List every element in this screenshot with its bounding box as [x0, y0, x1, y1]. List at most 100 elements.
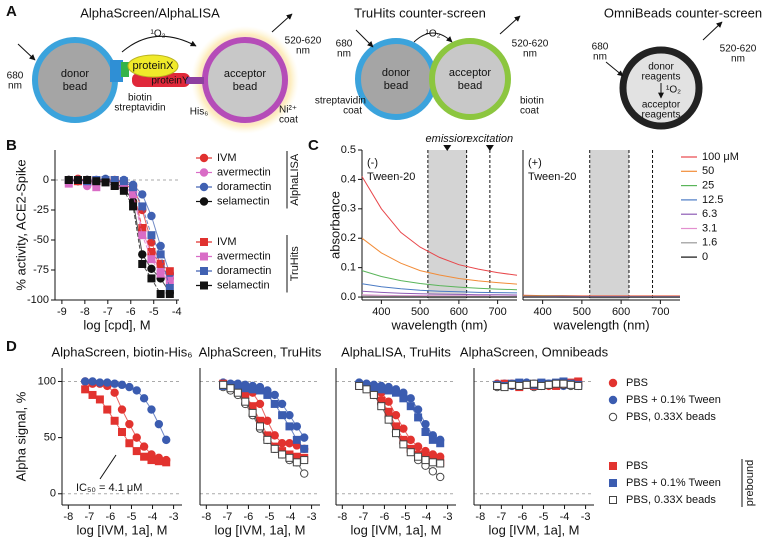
wavelength-label: 520-620	[512, 39, 549, 50]
x-tick-label: -8	[63, 511, 73, 523]
data-point	[132, 433, 141, 442]
data-point	[428, 467, 438, 476]
component-label: Ni²⁺	[279, 105, 297, 116]
data-point	[92, 177, 101, 186]
data-point	[609, 496, 617, 504]
data-point	[292, 435, 301, 444]
data-point	[110, 388, 119, 397]
data-point	[241, 397, 250, 406]
series-line	[361, 290, 518, 296]
data-point	[392, 388, 400, 397]
protein-label: proteinX	[133, 60, 175, 72]
component-label: coat	[343, 106, 362, 117]
shaded-band	[427, 150, 467, 300]
wavelength-label: nm	[337, 49, 351, 60]
data-point	[117, 380, 127, 390]
component-label: streptavidin	[114, 103, 165, 114]
data-point	[88, 390, 97, 399]
excitation-arrow	[17, 43, 36, 61]
legend-group-label: prebound	[744, 460, 756, 507]
x-tick-label: -7	[103, 306, 113, 318]
x-axis-label: log [IVM, 1a], M	[488, 522, 579, 537]
acceptor-bead	[429, 38, 511, 120]
legend-label: 1.6	[702, 237, 717, 249]
y-axis-label: absorbance	[327, 191, 342, 259]
data-point	[421, 428, 430, 437]
legend-label: selamectin	[217, 279, 270, 291]
panel-label: B	[6, 137, 17, 154]
data-point	[80, 377, 90, 386]
data-point	[95, 378, 105, 387]
x-tick-label: -8	[201, 511, 211, 523]
data-point	[219, 380, 228, 389]
annotation-arrow	[485, 145, 494, 151]
x-tick-label: -7	[358, 511, 368, 523]
series-line	[361, 295, 517, 297]
component-label: biotin	[520, 96, 544, 107]
x-tick-label: 500	[411, 306, 429, 318]
x-tick-label: 400	[372, 306, 390, 318]
data-point	[147, 274, 156, 283]
data-point	[608, 378, 618, 388]
annotation: (-)	[367, 157, 378, 169]
data-point	[384, 386, 393, 395]
legend-label: PBS + 0.1% Tween	[626, 477, 721, 489]
chart-title: AlphaLISA, TruHits	[341, 344, 451, 359]
data-point	[574, 381, 583, 390]
protein-label: proteinY	[151, 76, 189, 87]
data-point	[362, 385, 371, 394]
bead-label: donor	[382, 67, 410, 79]
panel-label: C	[308, 137, 319, 154]
data-point	[384, 407, 393, 416]
data-point	[138, 250, 147, 259]
data-point	[300, 469, 309, 478]
x-tick-label: -3	[169, 511, 179, 523]
data-point	[392, 429, 400, 438]
data-point	[200, 252, 208, 261]
biotin-block	[121, 62, 129, 77]
data-point	[270, 390, 279, 400]
wavelength-label: nm	[523, 49, 537, 60]
data-point	[263, 416, 272, 425]
data-point	[544, 380, 553, 389]
emission-arrow	[702, 21, 723, 41]
data-point	[530, 379, 538, 388]
component-label: His₆	[190, 107, 208, 118]
data-point	[138, 231, 147, 240]
diagram-title: AlphaScreen/AlphaLISA	[80, 5, 220, 20]
x-axis-label: log [IVM, 1a], M	[76, 522, 167, 537]
legend-group-label: AlphaLISA	[289, 153, 301, 206]
wavelength-label: nm	[8, 81, 22, 92]
oxygen-label: ¹O₂	[426, 29, 441, 40]
data-point	[391, 410, 401, 420]
data-point	[140, 452, 149, 461]
series-line	[361, 270, 518, 291]
bead-label: reagents	[642, 72, 681, 83]
x-axis-label: log [IVM, 1a], M	[214, 522, 305, 537]
data-point	[95, 395, 104, 404]
emission-arrow	[499, 15, 521, 35]
bead-label: acceptor	[224, 68, 267, 80]
data-point	[147, 405, 156, 414]
x-tick-label: -8	[80, 306, 90, 318]
x-tick-label: -9	[57, 306, 67, 318]
data-point	[414, 413, 423, 422]
data-point	[156, 269, 165, 278]
data-point	[300, 444, 309, 453]
x-tick-label: -6	[380, 511, 390, 523]
diagram-title: OmniBeads counter-screen	[604, 5, 762, 20]
x-tick-label: -4	[286, 511, 296, 523]
data-point	[399, 424, 408, 433]
data-point	[132, 386, 141, 395]
data-point	[270, 431, 279, 440]
x-tick-label: -8	[337, 511, 347, 523]
chart-title: AlphaScreen, biotin-His₆	[51, 344, 192, 359]
x-axis-label: log [IVM, 1a], M	[350, 522, 441, 537]
data-point	[406, 402, 415, 411]
data-point	[256, 422, 264, 431]
data-point	[125, 439, 134, 448]
x-tick-label: -6	[106, 511, 116, 523]
legend-label: 100 μM	[702, 151, 739, 163]
data-point	[256, 386, 264, 395]
